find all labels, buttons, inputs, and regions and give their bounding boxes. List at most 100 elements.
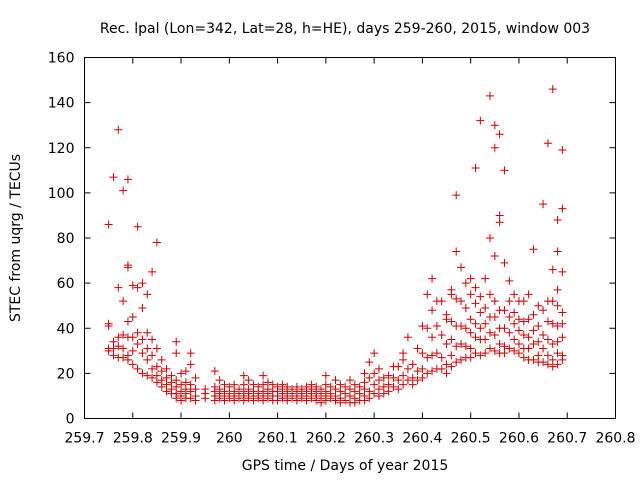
- data-point: [162, 364, 171, 373]
- data-point: [114, 342, 123, 351]
- data-point: [423, 369, 432, 378]
- data-point: [143, 290, 152, 299]
- data-point: [152, 344, 161, 353]
- data-point: [259, 380, 268, 389]
- data-point: [177, 396, 186, 405]
- data-point: [249, 396, 258, 405]
- data-point: [466, 353, 475, 362]
- data-point: [336, 398, 345, 407]
- data-point: [524, 333, 533, 342]
- x-tick-label: 260.1: [258, 431, 298, 447]
- data-point: [452, 342, 461, 351]
- data-point: [109, 337, 118, 346]
- data-point: [350, 387, 359, 396]
- data-point: [177, 369, 186, 378]
- data-point: [471, 333, 480, 342]
- data-point: [548, 340, 557, 349]
- data-point: [490, 297, 499, 306]
- data-point: [418, 364, 427, 373]
- data-point: [186, 387, 195, 396]
- x-tick-label: 259.8: [113, 431, 153, 447]
- data-point: [123, 175, 132, 184]
- data-point: [128, 346, 137, 355]
- data-point: [210, 396, 219, 405]
- data-point: [399, 355, 408, 364]
- y-tick-label: 20: [57, 366, 75, 382]
- data-point: [244, 394, 253, 403]
- data-point: [481, 319, 490, 328]
- data-point: [529, 326, 538, 335]
- data-point: [461, 303, 470, 312]
- y-axis-label: STEC from uqrg / TECUs: [8, 154, 24, 322]
- data-point: [365, 358, 374, 367]
- data-point: [143, 355, 152, 364]
- data-point: [524, 290, 533, 299]
- data-point: [534, 337, 543, 346]
- data-point: [148, 364, 157, 373]
- data-point: [119, 331, 128, 340]
- data-point: [466, 315, 475, 324]
- data-point: [109, 173, 118, 182]
- data-point: [317, 398, 326, 407]
- data-point: [539, 331, 548, 340]
- data-point: [346, 376, 354, 385]
- data-point: [485, 328, 494, 337]
- data-points: [104, 85, 567, 407]
- data-point: [215, 394, 224, 403]
- data-point: [278, 394, 287, 403]
- data-point: [341, 396, 350, 405]
- data-point: [148, 267, 157, 276]
- data-point: [239, 380, 248, 389]
- data-point: [543, 360, 552, 369]
- data-point: [466, 290, 475, 299]
- data-point: [263, 378, 272, 387]
- data-point: [558, 333, 567, 342]
- data-point: [152, 378, 161, 387]
- x-tick-label: 259.7: [64, 431, 104, 447]
- data-point: [457, 340, 466, 349]
- data-point: [157, 376, 166, 385]
- y-tick-label: 40: [57, 321, 75, 337]
- data-point: [457, 297, 466, 306]
- data-point: [394, 362, 403, 371]
- data-point: [418, 373, 427, 382]
- data-point: [220, 396, 229, 405]
- data-point: [172, 376, 181, 385]
- data-point: [558, 267, 567, 276]
- x-tick-label: 260.5: [451, 431, 491, 447]
- data-point: [485, 290, 494, 299]
- data-point: [529, 245, 538, 254]
- data-point: [548, 362, 557, 371]
- data-point: [500, 349, 509, 358]
- data-point: [109, 344, 118, 353]
- data-point: [505, 312, 514, 321]
- data-point: [384, 387, 393, 396]
- data-point: [510, 335, 519, 344]
- data-point: [452, 358, 461, 367]
- data-point: [510, 319, 519, 328]
- data-point: [558, 204, 567, 213]
- data-point: [543, 139, 552, 148]
- data-point: [524, 315, 533, 324]
- data-point: [514, 315, 523, 324]
- data-point: [360, 378, 369, 387]
- data-point: [485, 344, 494, 353]
- data-point: [374, 391, 383, 400]
- data-point: [138, 349, 147, 358]
- data-point: [399, 380, 408, 389]
- data-point: [423, 353, 432, 362]
- data-point: [109, 351, 118, 360]
- data-point: [553, 301, 562, 310]
- x-tick-label: 260.6: [499, 431, 539, 447]
- data-point: [500, 258, 509, 267]
- data-point: [239, 371, 248, 380]
- data-point: [553, 360, 562, 369]
- data-point: [476, 351, 485, 360]
- data-point: [447, 335, 456, 344]
- data-point: [254, 394, 263, 403]
- data-point: [152, 362, 161, 371]
- y-tick-label: 140: [48, 96, 75, 112]
- data-point: [225, 394, 234, 403]
- data-point: [505, 328, 514, 337]
